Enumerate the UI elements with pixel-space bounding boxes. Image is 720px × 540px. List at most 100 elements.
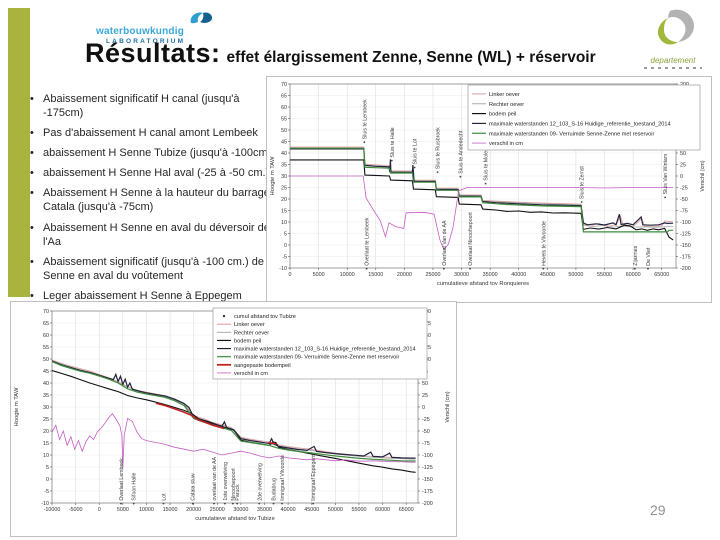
dept-logo-clipped-text [644,67,702,69]
svg-text:30: 30 [43,405,49,411]
event-label: Sluis te Ruisbroek [436,127,442,169]
svg-text:25: 25 [43,417,49,423]
svg-text:50: 50 [281,128,287,134]
svg-text:-10: -10 [279,266,287,272]
svg-text:40000: 40000 [281,507,296,513]
canal-event-labels: Sluis te Lembeek Sluis te Halle Sluis te L… [362,99,669,270]
svg-text:0: 0 [98,507,101,513]
senne-chart-svg: -10-50510152025303540455055606570-200-17… [10,301,457,537]
svg-text:Linker oever: Linker oever [489,92,520,98]
svg-text:20: 20 [281,197,287,203]
senne-series [52,359,416,473]
svg-text:10000: 10000 [340,272,355,278]
svg-text:-25: -25 [680,186,688,192]
svg-text:0: 0 [46,477,49,483]
svg-text:70: 70 [281,82,287,88]
svg-text:0: 0 [289,272,292,278]
bullet-list: Abaissement significatif H canal (jusqu'… [28,92,282,323]
svg-text:-10000: -10000 [44,507,61,513]
series-maximale-waterstanden-09-verruimde-senne [290,147,674,233]
canal-legend: Linker oever Rechter oever bodem peil maxim… [467,84,701,151]
bullet-item: abaissement H Senne Hal aval (-25 à -50 … [28,166,282,180]
svg-text:-100: -100 [680,220,691,226]
canal-series [290,146,674,251]
senne-xlabel: cumulatieve afstand tov Tubize [195,516,275,522]
svg-text:-5000: -5000 [69,507,83,513]
series-aangepaste-bodempeil [155,402,225,430]
senne-chart: -10 -5 0 5 10 15 20 25 30 35 40 45 50 55 60 65 70 -200 -17… [10,301,457,537]
svg-text:35: 35 [43,393,49,399]
departement-logo: departement [642,8,704,74]
svg-text:-5: -5 [282,255,287,261]
wl-logo-text: waterbouwkundig [96,26,184,37]
svg-text:50000: 50000 [328,507,343,513]
green-accent-bar [8,8,30,297]
bullet-item: Abaissement significatif H canal (jusqu'… [28,92,282,120]
series-maximale-waterstanden-12-103-s-16-huidig [290,148,674,226]
svg-text:60: 60 [281,105,287,111]
svg-text:10: 10 [281,220,287,226]
svg-text:5: 5 [46,465,49,471]
bullet-item: Abaissement significatif (jusqu'à -100 c… [28,255,282,283]
svg-text:10000: 10000 [139,507,154,513]
event-label: Ninoofsepoort [231,468,237,501]
svg-text:0: 0 [680,174,683,180]
svg-text:55000: 55000 [597,272,612,278]
event-label: Sluis te Molenbeek [484,136,490,180]
bullet-item: Abaissement H Senne en aval du déversoir… [28,221,282,249]
svg-text:35: 35 [281,163,287,169]
bullet-item: abaissement H Senne Tubize (jusqu'à -100… [28,146,282,160]
canal-ylabel-left: Hoogte m TAW [270,156,276,195]
event-label: limnigraaf Vilvoorde [280,455,286,501]
event-label: Budabrug [271,478,277,501]
svg-text:60: 60 [43,333,49,339]
svg-text:Linker oever: Linker oever [234,322,265,328]
event-label: Overlaat Ninoofsepoort [468,212,474,266]
svg-text:-75: -75 [422,441,430,447]
event-label: limnigraaf Eppegem [311,454,317,500]
bullet-item: Pas d'abaissement H canal amont Lembeek [28,126,282,140]
svg-text:65: 65 [281,94,287,100]
svg-text:60000: 60000 [375,507,390,513]
svg-text:25000: 25000 [210,507,225,513]
svg-text:20: 20 [43,429,49,435]
event-label: 2de overwelving [257,463,263,501]
page-subtitle: effet élargissement Zenne, Senne (WL) + … [226,49,596,66]
event-label: Overlaat Lembeek [119,458,125,501]
svg-text:70: 70 [43,309,49,315]
svg-text:25000: 25000 [425,272,440,278]
svg-text:45: 45 [281,140,287,146]
svg-text:15000: 15000 [368,272,383,278]
svg-text:-200: -200 [422,501,433,507]
event-label: Sluis te Lot [413,138,419,164]
svg-text:50: 50 [422,381,428,387]
svg-text:25: 25 [422,393,428,399]
svg-text:15: 15 [281,209,287,215]
event-label: Zijarmes [633,245,639,265]
svg-text:65: 65 [43,321,49,327]
svg-text:-25: -25 [422,417,430,423]
svg-text:65000: 65000 [399,507,414,513]
svg-text:55000: 55000 [351,507,366,513]
svg-text:aangepaste bodempeil: aangepaste bodempeil [234,363,291,369]
svg-text:60000: 60000 [626,272,641,278]
svg-text:10: 10 [43,453,49,459]
svg-text:maximale waterstanden 12_103_S: maximale waterstanden 12_103_S-16 Huidig… [234,347,416,353]
svg-text:50: 50 [43,357,49,363]
event-label: Sifoon Halle [132,473,138,501]
svg-text:verschil in cm: verschil in cm [234,371,268,377]
event-label: Sluis te Lembeek [362,99,368,139]
svg-text:-175: -175 [422,489,433,495]
svg-text:maximale waterstanden 09- Verr: maximale waterstanden 09- Verruimde Senn… [234,355,400,361]
canal-chart: -10 -5 0 5 10 15 20 25 30 35 40 45 50 55 60 65 70 -200 -17… [266,76,712,303]
svg-text:-150: -150 [422,477,433,483]
svg-text:30: 30 [281,174,287,180]
event-label: Overlaat te Lembeek [365,217,371,266]
svg-text:55: 55 [281,117,287,123]
svg-text:5000: 5000 [117,507,129,513]
canal-ylabel-right: Verschil (cm) [700,160,706,191]
series-maximale-waterstanden-12-103-s-16-huidig [52,360,416,459]
svg-text:verschil in cm: verschil in cm [489,141,523,147]
svg-text:Rechter oever: Rechter oever [489,102,524,108]
